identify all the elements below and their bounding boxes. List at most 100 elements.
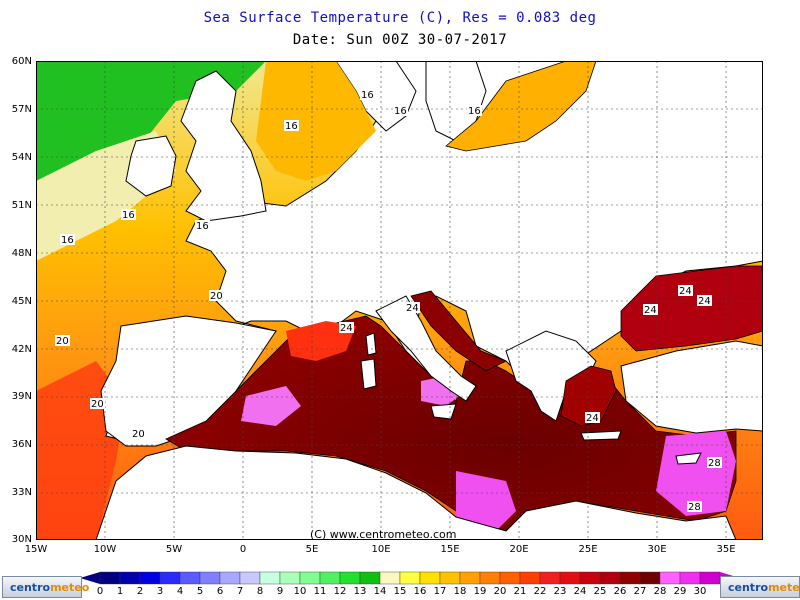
lat-label: 60N — [11, 56, 32, 67]
legend-value-label: 15 — [393, 586, 407, 597]
legend-swatch — [659, 571, 681, 585]
corsica — [365, 332, 377, 356]
hot-patch-libya — [456, 471, 516, 531]
sardinia — [360, 358, 377, 390]
map-frame — [36, 61, 763, 540]
legend-swatch — [479, 571, 501, 585]
isotherm-label: 20 — [209, 290, 224, 302]
legend-value-label: 23 — [553, 586, 567, 597]
isotherm-label-text: 16 — [394, 106, 407, 117]
isotherm-label-text: 16 — [61, 235, 74, 246]
legend-value-label: 21 — [513, 586, 527, 597]
legend-swatch — [419, 571, 441, 585]
graticule — [36, 61, 763, 540]
legend-value-label: 28 — [653, 586, 667, 597]
legend-value-label: 12 — [333, 586, 347, 597]
legend-value-label: 25 — [593, 586, 607, 597]
legend-value-label: 18 — [453, 586, 467, 597]
legend-value-label: 1 — [116, 586, 124, 597]
isotherm-label-text: 16 — [285, 121, 298, 132]
sst-map: 16 16 16 16 16 16 16 20 20 20 20 24 24 24 24 24 24 28 28 — [36, 61, 763, 540]
legend-swatch — [339, 571, 361, 585]
hot-patch-balearic — [241, 386, 301, 426]
isotherm-label-text: 16 — [196, 221, 209, 232]
legend-value-label: 10 — [293, 586, 307, 597]
isotherm-label-text: 24 — [644, 305, 657, 316]
lat-label: 36N — [11, 439, 32, 450]
lon-label: 5E — [305, 544, 319, 555]
isotherm-label-text: 24 — [406, 303, 419, 314]
legend-swatch — [519, 571, 541, 585]
crete — [580, 430, 622, 441]
legend-value-label: 30 — [693, 586, 707, 597]
turkey-land — [620, 340, 763, 434]
legend-value-label: 29 — [673, 586, 687, 597]
legend-swatch — [599, 571, 621, 585]
legend-swatch — [139, 571, 161, 585]
legend-swatch — [259, 571, 281, 585]
lat-label: 30N — [11, 534, 32, 545]
isotherm-label: 16 — [195, 220, 210, 232]
legend-swatch — [439, 571, 461, 585]
lat-label: 57N — [11, 104, 32, 115]
great-britain — [180, 70, 267, 222]
isotherm-label-text: 20 — [91, 399, 104, 410]
legend-swatch — [679, 571, 701, 585]
isotherm-label: 24 — [405, 302, 420, 314]
lon-label: 30E — [647, 544, 667, 555]
legend-value-label: 26 — [613, 586, 627, 597]
isotherm-label: 24 — [643, 304, 658, 316]
legend-arrow-left — [80, 572, 100, 584]
legend-value-label: 20 — [493, 586, 507, 597]
isotherm-labels: 16 16 16 16 16 16 16 20 20 20 20 24 24 24 24 24 24 28 28 — [55, 89, 722, 513]
lon-label: 10E — [371, 544, 391, 555]
black-sea — [620, 265, 763, 352]
legend-value-label: 0 — [96, 586, 104, 597]
isotherm-label-text: 24 — [340, 323, 353, 334]
lon-label: 20E — [509, 544, 529, 555]
legend-swatch — [179, 571, 201, 585]
legend-value-label: 9 — [276, 586, 284, 597]
legend-swatch — [299, 571, 321, 585]
north-sea — [256, 61, 376, 181]
isotherm-label-text: 24 — [698, 296, 711, 307]
isotherm-label: 24 — [678, 285, 693, 297]
isotherm-label: 20 — [90, 398, 105, 410]
isotherm-label: 28 — [707, 457, 722, 469]
isotherm-label-text: 16 — [361, 90, 374, 101]
legend-swatch — [379, 571, 401, 585]
lat-label: 33N — [11, 487, 32, 498]
logo-text-b: meteo — [50, 580, 90, 594]
lon-label: 10W — [93, 544, 117, 555]
legend-value-label: 11 — [313, 586, 327, 597]
isotherm-label-text: 16 — [122, 210, 135, 221]
centrometeo-logo-left[interactable]: centro meteo — [2, 576, 89, 598]
isotherm-label: 24 — [339, 322, 354, 334]
ireland — [125, 135, 177, 197]
isotherm-label: 16 — [360, 89, 375, 101]
logo-text-a: centro — [728, 580, 769, 594]
lat-label: 51N — [11, 200, 32, 211]
legend-value-label: 5 — [196, 586, 204, 597]
lat-label: 48N — [11, 248, 32, 259]
legend-swatch — [319, 571, 341, 585]
legend-swatch — [219, 571, 241, 585]
legend-swatch — [699, 571, 721, 585]
legend-value-label: 19 — [473, 586, 487, 597]
lon-label: 5W — [165, 544, 183, 555]
legend-swatch — [199, 571, 221, 585]
aegean-sea — [560, 365, 617, 427]
legend-swatch — [499, 571, 521, 585]
legend-value-label: 22 — [533, 586, 547, 597]
cyprus — [675, 452, 702, 465]
legend-swatch — [119, 571, 141, 585]
isotherm-label-text: 24 — [586, 413, 599, 424]
isotherm-label: 24 — [585, 412, 600, 424]
lon-label: 0 — [239, 544, 247, 555]
centrometeo-logo-right[interactable]: centrometeo — [720, 576, 800, 598]
lat-label: 54N — [11, 152, 32, 163]
legend-value-label: 27 — [633, 586, 647, 597]
hot-patch-levant — [656, 431, 736, 516]
gulf-of-lion — [286, 321, 356, 361]
legend-value-label: 6 — [216, 586, 224, 597]
